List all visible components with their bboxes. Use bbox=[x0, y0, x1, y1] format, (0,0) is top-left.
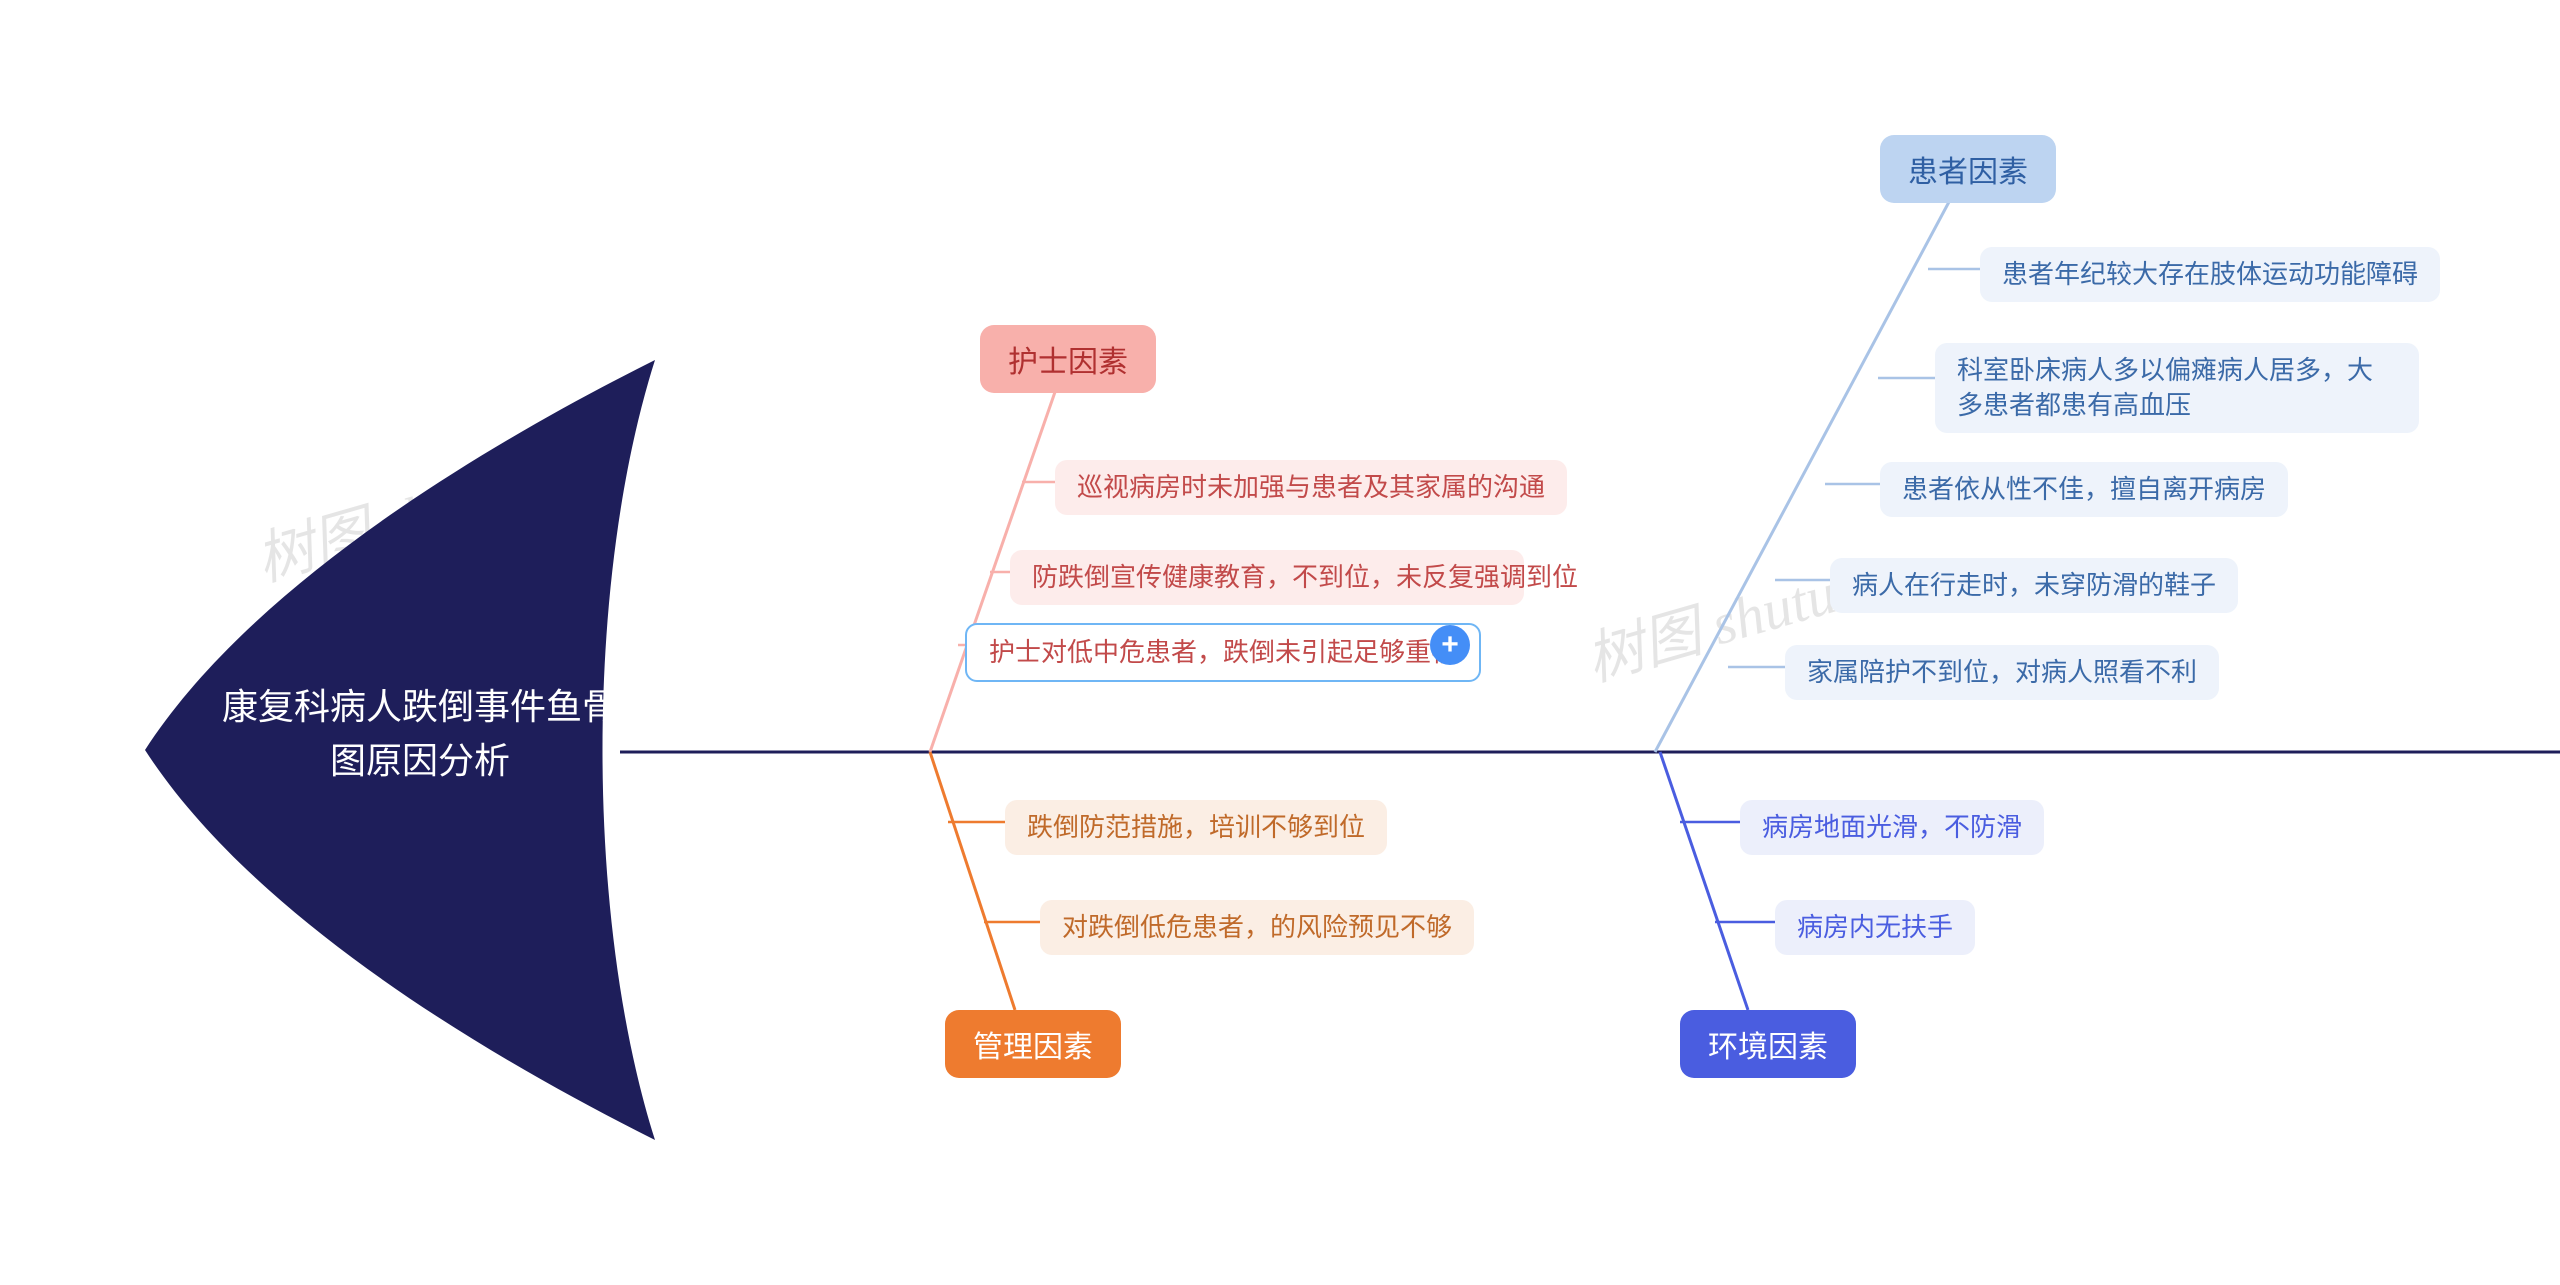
fish-head-shape bbox=[145, 360, 655, 1140]
item-patient-0[interactable]: 患者年纪较大存在肢体运动功能障碍 bbox=[1980, 247, 2440, 302]
item-patient-4[interactable]: 家属陪护不到位，对病人照看不利 bbox=[1785, 645, 2219, 700]
item-environment-0[interactable]: 病房地面光滑，不防滑 bbox=[1740, 800, 2044, 855]
bone-management bbox=[930, 752, 1015, 1010]
item-environment-1[interactable]: 病房内无扶手 bbox=[1775, 900, 1975, 955]
category-management[interactable]: 管理因素 bbox=[945, 1010, 1121, 1078]
bone-environment bbox=[1660, 752, 1748, 1010]
item-nurse-2[interactable]: 护士对低中危患者，跌倒未引起足够重视 bbox=[965, 623, 1481, 682]
category-environment[interactable]: 环境因素 bbox=[1680, 1010, 1856, 1078]
category-patient[interactable]: 患者因素 bbox=[1880, 135, 2056, 203]
item-patient-2[interactable]: 患者依从性不佳，擅自离开病房 bbox=[1880, 462, 2288, 517]
item-patient-1[interactable]: 科室卧床病人多以偏瘫病人居多，大多患者都患有高血压 bbox=[1935, 343, 2419, 433]
item-management-0[interactable]: 跌倒防范措施，培训不够到位 bbox=[1005, 800, 1387, 855]
category-nurse[interactable]: 护士因素 bbox=[980, 325, 1156, 393]
fishbone-canvas: 树图 shutu.cn 树图 shutu.cn 康复科病人跌倒事件鱼骨图原因分析 bbox=[0, 0, 2560, 1285]
fish-head bbox=[135, 360, 655, 1140]
expand-node-button[interactable]: + bbox=[1430, 625, 1470, 665]
item-management-1[interactable]: 对跌倒低危患者，的风险预见不够 bbox=[1040, 900, 1474, 955]
item-nurse-1[interactable]: 防跌倒宣传健康教育，不到位，未反复强调到位 bbox=[1010, 550, 1524, 605]
item-nurse-0[interactable]: 巡视病房时未加强与患者及其家属的沟通 bbox=[1055, 460, 1567, 515]
item-patient-3[interactable]: 病人在行走时，未穿防滑的鞋子 bbox=[1830, 558, 2238, 613]
